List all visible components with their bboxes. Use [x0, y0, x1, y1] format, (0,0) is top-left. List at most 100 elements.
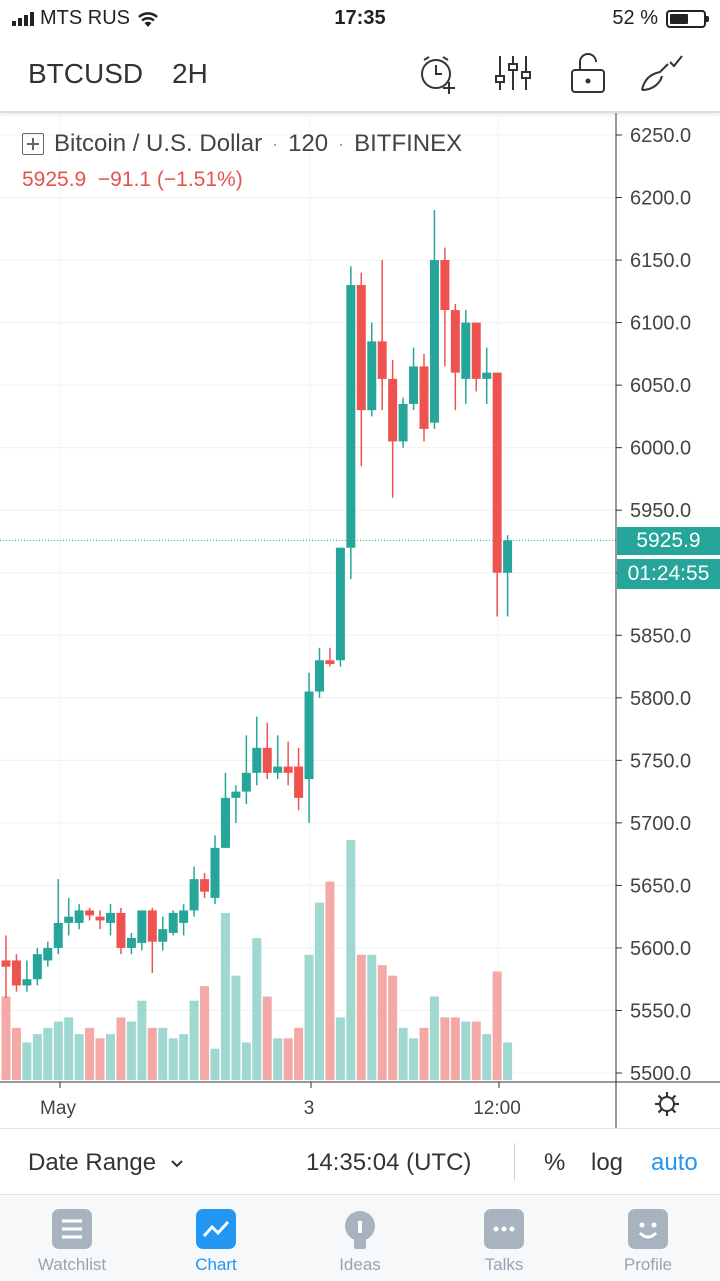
symbol-button[interactable]: BTCUSD	[28, 58, 144, 89]
price-axis-label: 5800.0	[630, 688, 691, 710]
tab-profile-label: Profile	[623, 1255, 673, 1274]
candle-body	[262, 747, 272, 773]
price-axis-label: 5700.0	[630, 813, 691, 835]
tab-watchlist-label: Watchlist	[37, 1255, 107, 1274]
percent-scale-button[interactable]: %	[544, 1149, 566, 1176]
utc-clock[interactable]: 14:35:04 (UTC)	[306, 1149, 472, 1176]
volume-bar	[377, 965, 387, 1080]
tab-ideas[interactable]: Ideas	[288, 1195, 432, 1281]
tab-chart[interactable]: Chart	[144, 1195, 288, 1281]
last-price-tag: 5925.9	[617, 527, 720, 555]
volume-bar	[95, 1038, 105, 1080]
log-scale-button[interactable]: log	[591, 1149, 624, 1176]
volume-bar	[367, 954, 377, 1080]
legend-name: Bitcoin / U.S. Dollar	[54, 130, 263, 157]
candle-body	[43, 947, 53, 961]
volume-bar	[398, 1027, 408, 1080]
candle-body	[482, 372, 492, 379]
legend-change-pct: (−1.51%)	[156, 168, 243, 191]
volume-bar	[429, 996, 439, 1080]
symbol-legend: Bitcoin / U.S. Dollar · 120 · BITFINEX	[22, 130, 462, 158]
volume-bar	[492, 971, 502, 1080]
volume-bar	[200, 986, 210, 1080]
price-axis-label: 6050.0	[630, 375, 691, 397]
volume-bar	[335, 1017, 345, 1080]
wifi-icon	[138, 11, 158, 27]
lock-open-icon[interactable]	[566, 50, 612, 96]
candle-body	[356, 285, 366, 411]
time-axis-bg	[0, 1083, 720, 1127]
price-axis-label: 5750.0	[630, 750, 691, 772]
candle-body	[189, 879, 199, 911]
auto-scale-button[interactable]: auto	[651, 1149, 698, 1176]
volume-bar	[32, 1034, 42, 1080]
date-range-button[interactable]: Date Range	[28, 1149, 185, 1177]
candle-body	[252, 747, 262, 773]
candle-body	[241, 772, 251, 792]
price-axis-label: 5650.0	[630, 875, 691, 897]
timeframe-button[interactable]: 2H	[172, 58, 208, 89]
candle-body	[200, 879, 210, 892]
signal-icon	[12, 11, 34, 26]
legend-interval: 120	[288, 130, 329, 157]
volume-bar	[158, 1027, 168, 1080]
price-axis-label: 5600.0	[630, 938, 691, 960]
candle-body	[147, 910, 157, 942]
volume-bar	[252, 938, 262, 1080]
candle-body	[377, 341, 387, 379]
candle-body	[283, 766, 293, 773]
volume-bar	[304, 954, 314, 1080]
volume-bar	[241, 1042, 251, 1080]
tab-ideas-label: Ideas	[339, 1255, 381, 1274]
volume-bar	[346, 840, 356, 1080]
volume-bar	[503, 1042, 513, 1080]
volume-bar	[106, 1034, 115, 1080]
settings-gear-icon[interactable]	[655, 1092, 679, 1116]
candle-body	[220, 797, 230, 848]
candle-body	[74, 910, 84, 923]
chevron-down-icon	[171, 1160, 183, 1168]
tab-watchlist[interactable]: Watchlist	[0, 1195, 144, 1281]
candle-body	[231, 791, 241, 798]
volume-bar	[116, 1017, 126, 1080]
battery-group: 52 %	[612, 7, 709, 30]
carrier-name: MTS RUS	[40, 7, 130, 29]
candle-body	[106, 912, 115, 923]
volume-bar	[273, 1038, 283, 1080]
volume-bar	[137, 1000, 147, 1080]
volume-bar	[471, 1021, 481, 1080]
candle-body	[137, 910, 147, 943]
candle-body	[440, 260, 450, 311]
price-chart[interactable]: 6250.0 6200.0 6150.0 6100.0 6050.0 6000.0 5950…	[0, 113, 720, 1128]
expand-icon[interactable]	[22, 133, 44, 155]
volume-bar	[1, 996, 11, 1080]
candle-body	[388, 378, 398, 442]
candle-body	[471, 322, 481, 379]
indicators-icon[interactable]	[490, 50, 536, 96]
volume-bar	[220, 913, 230, 1080]
volume-bar	[22, 1042, 32, 1080]
alarm-add-icon[interactable]	[414, 50, 460, 96]
time-axis-label: May	[40, 1098, 76, 1119]
volume-bar	[388, 975, 398, 1080]
volume-bar	[179, 1034, 189, 1080]
volume-bar	[43, 1027, 53, 1080]
status-bar: MTS RUS 17:35 52 %	[0, 0, 720, 36]
price-axis-label: 6200.0	[630, 188, 691, 210]
time-axis-label: 3	[304, 1098, 315, 1119]
tab-bar: Watchlist Chart Ideas Talks Profile	[0, 1194, 720, 1281]
candle-body	[116, 912, 126, 948]
candle-body	[398, 403, 408, 442]
volume-bar	[315, 902, 324, 1080]
battery-icon	[666, 9, 709, 28]
talks-icon	[484, 1209, 524, 1249]
volume-bar	[147, 1027, 157, 1080]
tab-talks[interactable]: Talks	[432, 1195, 576, 1281]
drawing-tool-icon[interactable]	[638, 50, 684, 96]
volume-bar	[356, 954, 366, 1080]
price-axis-label: 6150.0	[630, 250, 691, 272]
volume-bar	[74, 1034, 84, 1080]
legend-exchange: BITFINEX	[354, 130, 463, 157]
tab-profile[interactable]: Profile	[576, 1195, 720, 1281]
candle-body	[210, 847, 220, 898]
